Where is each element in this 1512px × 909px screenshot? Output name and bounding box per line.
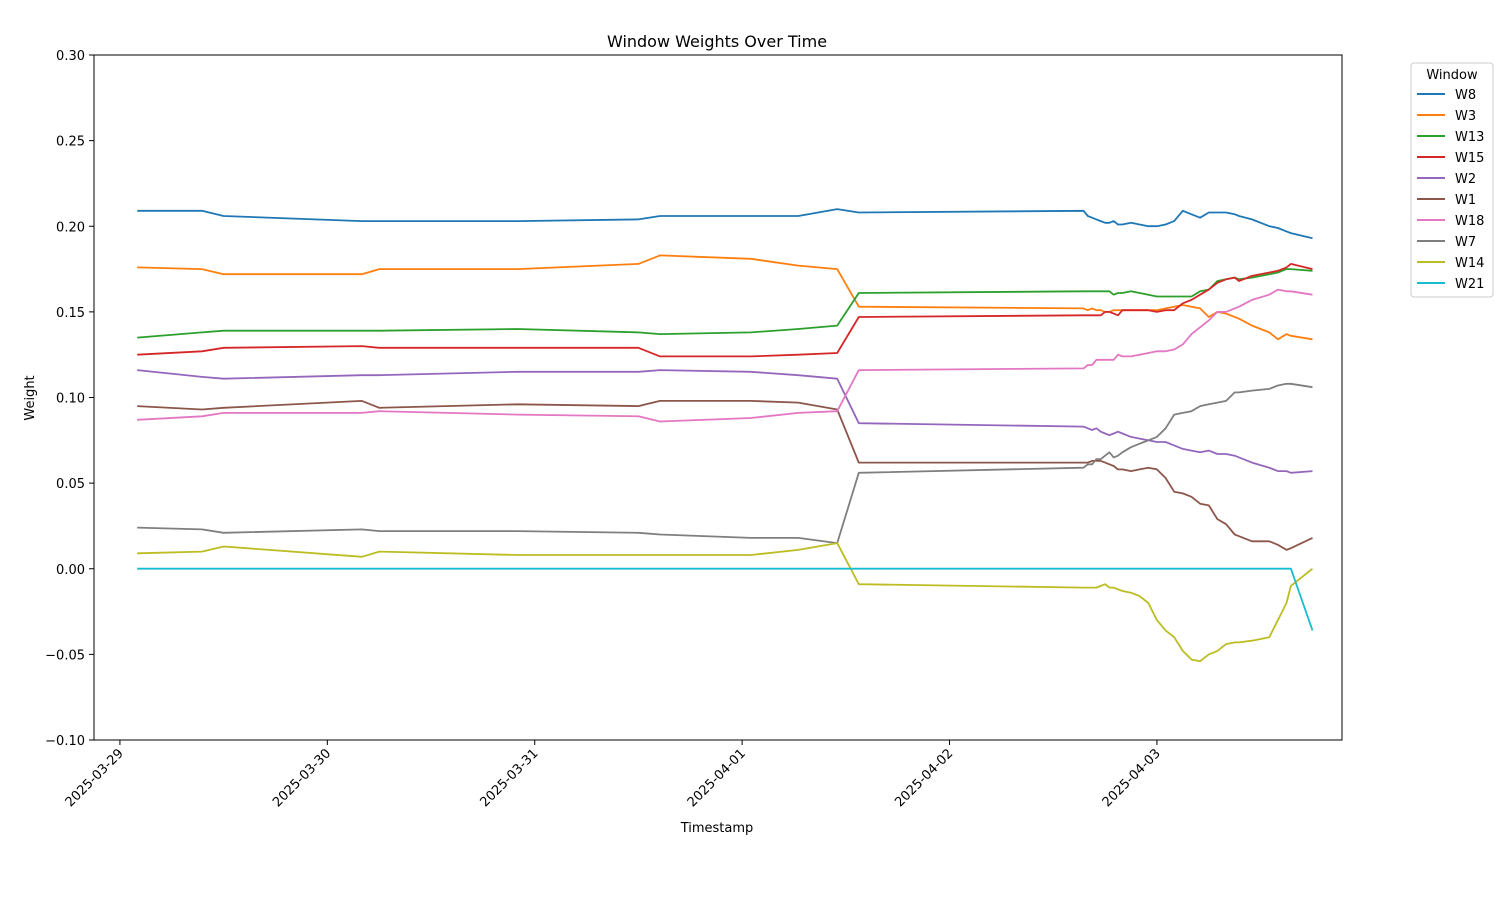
legend-label-w13: W13 xyxy=(1455,130,1484,145)
y-tick-label: 0.20 xyxy=(56,220,85,235)
chart-title: Window Weights Over Time xyxy=(607,32,827,51)
legend-label-w15: W15 xyxy=(1455,151,1484,166)
legend: Window W8 W3 W13 W15 W2 W1 W18 W7 W14 W21 xyxy=(1410,62,1494,298)
legend-title: Window xyxy=(1426,68,1478,83)
y-tick-label: 0.05 xyxy=(56,477,85,492)
plot-area xyxy=(93,54,1343,741)
y-tick-label: 0.30 xyxy=(56,49,85,64)
y-tick-label: 0.10 xyxy=(56,392,85,407)
legend-label-w14: W14 xyxy=(1455,256,1484,271)
series-line-w1 xyxy=(137,399,1313,551)
legend-label-w3: W3 xyxy=(1455,109,1476,124)
x-axis-label: Timestamp xyxy=(680,821,754,836)
series-line-w7 xyxy=(137,382,1313,544)
y-tick-label: 0.00 xyxy=(56,563,85,578)
series-line-w18 xyxy=(137,288,1313,423)
series-line-w14 xyxy=(137,542,1314,663)
legend-label-w8: W8 xyxy=(1455,88,1476,103)
legend-label-w1: W1 xyxy=(1455,193,1476,208)
x-axis: 2025-03-29 2025-03-30 2025-03-31 2025-04-01… xyxy=(63,740,1164,810)
legend-label-w18: W18 xyxy=(1455,214,1484,229)
y-axis: −0.10 −0.05 0.00 0.05 0.10 0.15 0.20 0.25 0.30 xyxy=(45,49,94,749)
x-tick-label: 2025-04-01 xyxy=(685,746,749,810)
y-tick-label: −0.10 xyxy=(45,734,85,749)
legend-label-w2: W2 xyxy=(1455,172,1476,187)
series-line-w8 xyxy=(137,208,1313,240)
legend-label-w7: W7 xyxy=(1455,235,1476,250)
y-tick-label: 0.25 xyxy=(56,135,85,150)
series-lines xyxy=(137,208,1314,663)
legend-label-w21: W21 xyxy=(1455,277,1484,292)
series-line-w15 xyxy=(137,262,1313,358)
series-line-w13 xyxy=(137,268,1313,339)
legend-box xyxy=(1410,62,1494,298)
y-tick-label: −0.05 xyxy=(45,648,85,663)
x-tick-label: 2025-04-02 xyxy=(892,746,956,810)
x-tick-label: 2025-03-29 xyxy=(63,746,127,810)
series-line-w2 xyxy=(137,369,1313,474)
y-axis-label: Weight xyxy=(23,375,38,420)
series-line-w21 xyxy=(137,567,1314,631)
x-tick-label: 2025-03-30 xyxy=(270,746,334,810)
series-line-w3 xyxy=(137,254,1313,341)
x-tick-label: 2025-03-31 xyxy=(478,746,542,810)
x-tick-label: 2025-04-03 xyxy=(1100,746,1164,810)
y-tick-label: 0.15 xyxy=(56,306,85,321)
